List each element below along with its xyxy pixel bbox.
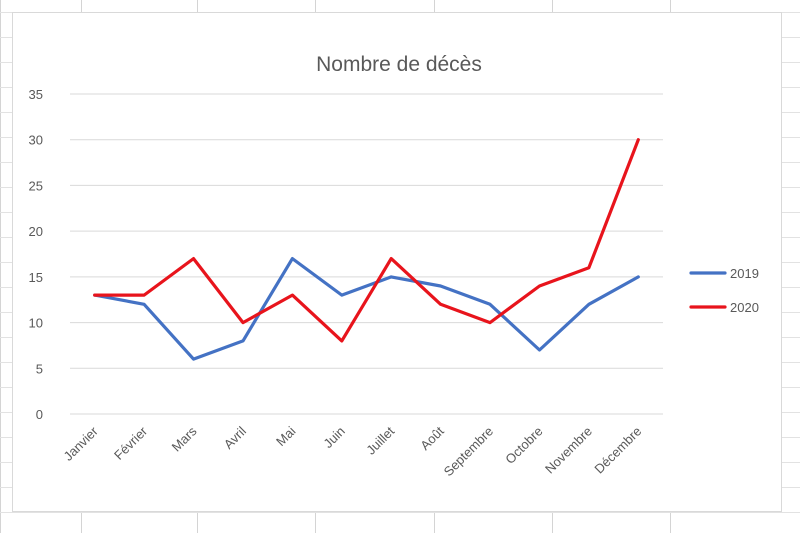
legend-label-2019: 2019 [730,266,759,281]
series-lines [93,138,640,361]
legend: 2019 2020 [689,266,759,315]
series-line-2020 [93,138,640,343]
y-tick-label-10: 10 [29,316,43,331]
chart-area[interactable]: Nombre de décès 0 5 10 15 20 25 30 35 Janvier Fé… [12,12,782,512]
legend-label-2020: 2020 [730,300,759,315]
y-axis-tick-labels: 0 5 10 15 20 25 30 35 [29,87,43,422]
x-tick-label-9: Septembre [441,424,497,480]
x-tick-label-11: Novembre [542,424,595,477]
x-tick-label-7: Juillet [363,423,397,457]
y-tick-label-0: 0 [36,407,43,422]
x-tick-label-2: Février [111,423,151,463]
x-tick-label-8: Août [417,423,447,453]
x-tick-label-5: Mai [273,423,298,448]
y-tick-label-25: 25 [29,178,43,193]
y-tick-label-35: 35 [29,87,43,102]
x-tick-label-1: Janvier [61,423,102,464]
y-tick-label-5: 5 [36,361,43,376]
x-tick-label-10: Octobre [502,424,545,467]
gridlines [70,93,663,415]
line-chart: Nombre de décès 0 5 10 15 20 25 30 35 Janvier Fé… [29,53,759,479]
x-tick-label-3: Mars [169,423,200,454]
y-tick-label-30: 30 [29,133,43,148]
chart-title: Nombre de décès [316,53,482,76]
x-tick-label-12: Décembre [591,424,644,477]
y-tick-label-20: 20 [29,224,43,239]
y-tick-label-15: 15 [29,270,43,285]
x-tick-label-4: Avril [221,423,249,451]
x-tick-label-6: Juin [320,424,347,451]
x-axis-tick-labels: Janvier Février Mars Avril Mai Juin Juillet Aoû… [61,423,645,479]
series-line-2019 [93,257,640,361]
